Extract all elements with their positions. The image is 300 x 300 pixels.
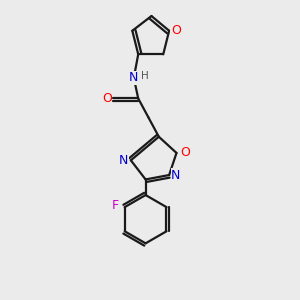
Text: O: O [180,146,190,159]
Text: O: O [102,92,112,105]
Text: F: F [112,199,119,212]
Text: N: N [171,169,181,182]
Text: N: N [119,154,128,167]
Text: O: O [171,24,181,37]
Text: N: N [129,71,139,84]
Text: H: H [141,71,149,81]
